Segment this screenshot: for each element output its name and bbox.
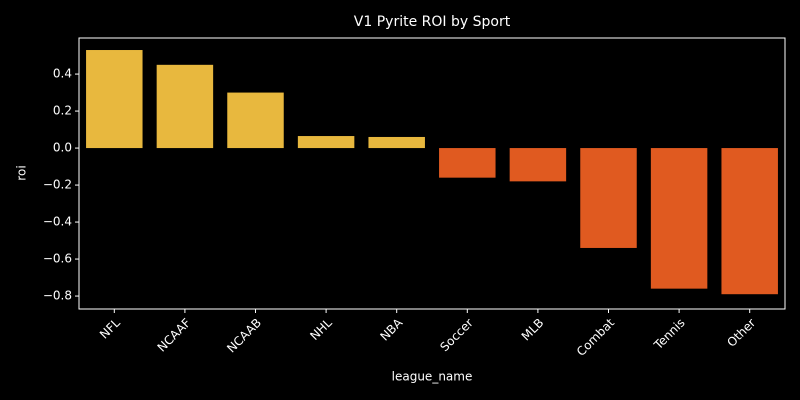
y-tick-label: −0.6 [43,252,72,266]
x-tick-label: NCAAB [224,316,264,356]
plot-frame [78,37,786,310]
bar [439,148,496,178]
bar [297,136,355,149]
x-tick-label: MLB [519,316,547,344]
x-tick-label: Other [724,316,758,350]
y-tick-label: 0.0 [53,141,72,155]
bar [650,148,708,289]
y-tick-label: −0.8 [43,289,72,303]
y-tick-label: −0.2 [43,178,72,192]
bar [509,148,567,182]
bar [721,148,778,295]
bar [156,64,214,149]
y-tick-label: 0.4 [53,67,72,81]
x-tick-label: NFL [97,315,123,341]
x-tick-label: NCAAF [155,316,194,355]
y-tick-label: 0.2 [53,104,72,118]
chart-title: V1 Pyrite ROI by Sport [354,14,511,30]
bar [86,50,143,149]
y-axis-label: roi [15,165,29,180]
x-tick-label: Tennis [651,316,688,353]
x-tick-label: NHL [307,315,335,343]
bar [368,136,425,149]
x-tick-label: Combat [574,315,617,358]
bar [580,148,637,248]
x-tick-label: NBA [377,315,405,343]
x-axis-label: league_name [392,370,473,384]
x-tick-label: Soccer [437,316,476,355]
bar [227,92,284,149]
y-tick-label: −0.4 [43,215,72,229]
